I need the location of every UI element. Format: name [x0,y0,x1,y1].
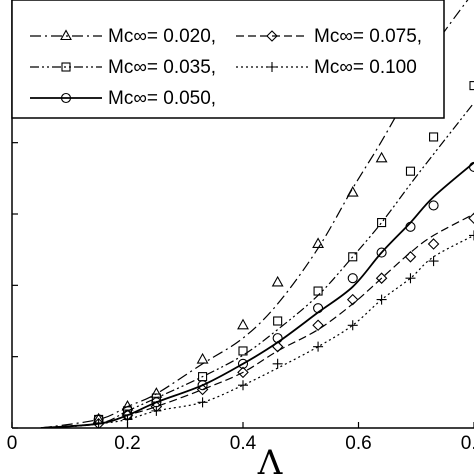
series-3-point [151,405,162,416]
series-4-point [237,358,249,369]
series-4-point [93,414,104,425]
series-2-point [377,218,387,228]
legend-label: Mc∞= 0.050, [108,88,216,109]
series-0-point [196,352,209,364]
series-0-point [375,151,388,163]
series-1-point [237,366,249,379]
legend-swatch-marker [267,62,277,72]
series-3-point [376,294,387,305]
ticks-layer: 0 0.2 0.4 0.6 0.8 [7,0,474,454]
series-4-point [122,410,133,421]
series-1-point [404,251,417,263]
legend-label: Mc∞= 0.020, [108,26,216,47]
legend: Mc∞= 0.020, Mc∞= 0.075, Mc∞= 0.035, Mc∞= 0.… [11,0,445,119]
series-2-point [429,132,439,142]
legend-item-4: Mc∞= 0.050, [30,88,216,109]
series-2-line [40,102,474,428]
series-3-point [313,341,324,352]
legend-swatch-marker [60,29,72,41]
series-1-point [346,293,359,306]
series-1-point [468,212,474,225]
x-tick-label: 0.2 [114,433,140,454]
series-1-line [40,213,474,428]
legend-swatch-marker [61,62,71,72]
series-3-point [347,320,358,331]
series-1-point [375,272,388,284]
series-0-point [271,275,284,287]
series-0-point [346,185,359,197]
series-2-point [313,286,323,296]
series-3-point [197,397,208,408]
series-1-point [427,238,440,250]
series-3-line [40,234,474,428]
series-3-point [469,230,474,241]
series-4-point [347,273,358,284]
x-tick-label: 0.8 [461,433,474,454]
series-3-point [272,358,283,369]
legend-item-3: Mc∞= 0.100 [236,57,417,78]
series-1 [40,212,474,428]
legend-item-0: Mc∞= 0.020, [30,26,216,47]
series-1-point [312,319,324,332]
series-2-point [273,316,283,326]
x-axis-label: Λ [257,443,283,474]
legend-item-1: Mc∞= 0.075, [236,26,422,47]
series-4-point [405,221,416,232]
series-3 [40,230,474,428]
series-4-point [313,303,324,314]
series-2-point [405,166,416,176]
series-2-point [348,252,358,262]
legend-swatch-marker [266,30,278,42]
series-4-point [272,333,283,344]
legend-item-2: Mc∞= 0.035, [30,57,216,78]
series-4-point [376,247,387,258]
series-4-line [40,161,474,428]
series-0-point [312,237,325,249]
x-tick-label: 0.6 [345,433,371,454]
x-tick-label: 0 [7,433,18,454]
series-4-point [468,161,474,172]
series-3-point [238,380,248,391]
series-4-point [428,200,439,211]
series-3-point [405,273,416,284]
series-2-point [469,81,474,91]
legend-label: Mc∞= 0.035, [108,57,216,78]
legend-label: Mc∞= 0.075, [314,26,422,47]
legend-label: Mc∞= 0.100 [314,57,417,78]
series-0-point [237,318,249,330]
x-tick-label: 0.4 [230,433,257,454]
series-2 [40,81,474,428]
series-3-point [428,256,439,267]
series-2-point [238,346,248,356]
legend-swatch-marker [60,92,72,104]
series-4 [40,161,474,428]
series-4-point [197,380,208,391]
series-0-point [150,387,163,398]
series-4-point [151,397,162,408]
